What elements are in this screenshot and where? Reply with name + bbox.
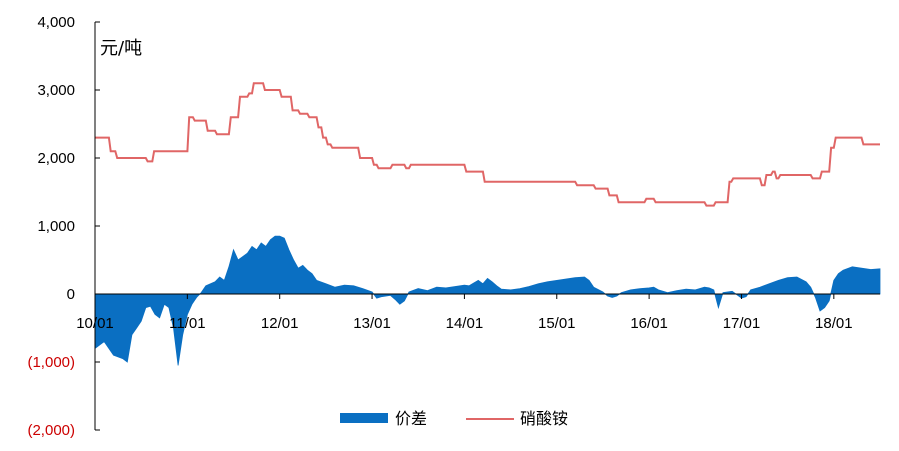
x-tick-label: 11/01 — [169, 315, 205, 332]
legend-label-spread: 价差 — [395, 409, 427, 428]
legend-label-price: 硝酸铵 — [520, 409, 568, 428]
price-line — [95, 82, 880, 207]
y-tick-label: (1,000) — [27, 354, 75, 371]
axes — [94, 22, 880, 430]
x-tick-label: 12/01 — [261, 315, 299, 332]
price-line-series — [95, 82, 880, 207]
x-tick-label: 18/01 — [815, 315, 853, 332]
y-tick-label: 4,000 — [37, 14, 75, 31]
y-tick-label: 3,000 — [37, 82, 75, 99]
y-tick-label: 0 — [67, 286, 75, 303]
x-tick-label: 15/01 — [538, 315, 576, 332]
x-tick-label: 17/01 — [723, 315, 761, 332]
x-tick-label: 10/01 — [76, 315, 114, 332]
x-tick-label: 13/01 — [353, 315, 391, 332]
spread-area — [94, 235, 881, 366]
x-tick-label: 14/01 — [446, 315, 484, 332]
legend: 价差 硝酸铵 — [340, 409, 568, 428]
legend-swatch-spread — [340, 413, 388, 423]
y-axis-ticks: 4,000 3,000 2,000 1,000 0 (1,000) (2,000) — [27, 14, 100, 439]
y-tick-label: (2,000) — [27, 422, 75, 439]
y-tick-label: 1,000 — [37, 218, 75, 235]
unit-label: 元/吨 — [100, 38, 142, 59]
x-tick-label: 16/01 — [630, 315, 668, 332]
x-axis-ticks: 10/01 11/01 12/01 13/01 14/01 15/01 16/01 17/01… — [76, 294, 853, 332]
y-tick-label: 2,000 — [37, 150, 75, 167]
spread-area-series — [94, 235, 881, 366]
